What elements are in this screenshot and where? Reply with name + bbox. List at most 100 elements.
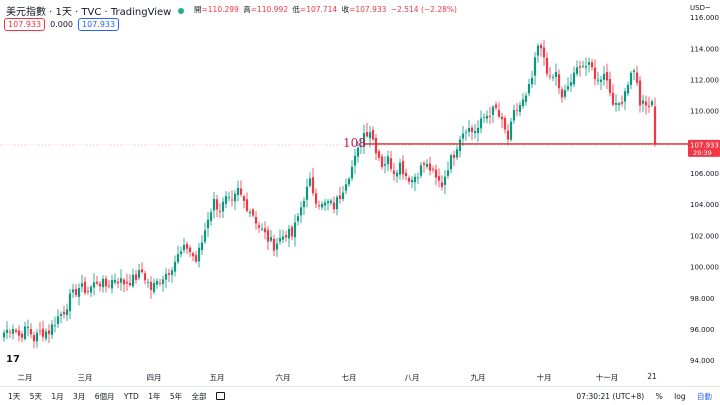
candle-body	[521, 99, 525, 107]
candle-body	[197, 247, 201, 262]
clock-time[interactable]: 07:30:21 (UTC+8)	[576, 392, 645, 401]
candle-body	[5, 329, 9, 334]
candle-body	[296, 216, 300, 222]
candle-body	[479, 118, 483, 129]
candle-body	[215, 199, 219, 210]
candle-body	[461, 133, 465, 139]
symbol-title-row[interactable]: 美元指數 · 1天 · TVC · TradingView	[6, 3, 184, 18]
sell-price-chip[interactable]: 107.933	[4, 18, 46, 31]
tradingview-logo[interactable]: 17	[6, 354, 20, 365]
x-tick-label: 三月	[77, 373, 93, 382]
x-tick-label: 四月	[146, 373, 162, 382]
candle-body	[542, 47, 546, 58]
candle-body	[230, 199, 234, 201]
range-3m-button[interactable]: 3月	[73, 392, 86, 401]
candle-body	[44, 331, 48, 339]
candle-body	[200, 242, 204, 251]
time-axis[interactable]: 二月 三月 四月 五月 六月 七月 八月 九月 十月 十一月 21	[0, 370, 688, 384]
candle-body	[440, 182, 444, 187]
low-value: =107.714	[299, 5, 338, 14]
currency-selector[interactable]: USD~	[690, 4, 711, 12]
candle-body	[572, 72, 576, 85]
range-buttons: 1天 5天 1月 3月 6個月 YTD 1年 5年 全部	[8, 391, 232, 402]
x-tick-label: 二月	[17, 373, 33, 382]
candle-body	[107, 285, 111, 287]
x-tick-label: 五月	[209, 373, 225, 382]
candle-body	[227, 197, 231, 199]
candle-body	[509, 121, 513, 140]
candle-body	[116, 281, 120, 284]
candle-body	[77, 287, 81, 297]
range-6m-button[interactable]: 6個月	[94, 392, 115, 401]
candle-body	[386, 156, 390, 165]
low-label: 低	[292, 5, 300, 14]
y-tick-label: 110.000	[690, 108, 719, 116]
candle-body	[170, 270, 174, 275]
candle-body	[365, 132, 369, 137]
candle-body	[356, 147, 360, 157]
candle-body	[467, 127, 471, 132]
candle-body	[287, 228, 291, 239]
candle-body	[500, 116, 504, 120]
y-tick-label: 116.000	[690, 14, 719, 22]
candle-body	[449, 155, 453, 170]
candle-body	[188, 247, 192, 253]
bottom-toolbar: 1天 5天 1月 3月 6個月 YTD 1年 5年 全部 07:30:21 (U…	[0, 386, 720, 405]
candle-body	[305, 186, 309, 200]
range-5y-button[interactable]: 5年	[169, 392, 183, 401]
range-1d-button[interactable]: 1天	[8, 392, 21, 401]
candle-body	[446, 170, 450, 176]
calendar-icon[interactable]	[215, 392, 225, 400]
candle-body	[131, 274, 135, 287]
auto-scale-toggle[interactable]: 自動	[697, 392, 712, 401]
range-1y-button[interactable]: 1年	[148, 392, 161, 401]
candle-body	[263, 228, 267, 233]
y-tick-label: 102.000	[690, 232, 719, 240]
candle-body	[71, 289, 75, 293]
range-1m-button[interactable]: 1月	[51, 392, 64, 401]
candle-body	[104, 278, 108, 287]
range-ytd-button[interactable]: YTD	[123, 392, 139, 401]
ohlc-legend: 開=110.299 高=110.992 低=107.714 收=107.933 …	[194, 4, 459, 15]
candle-body	[161, 279, 165, 284]
candle-body	[284, 235, 288, 238]
candle-body	[434, 169, 438, 178]
candle-body	[407, 177, 411, 182]
candle-body	[602, 73, 606, 80]
candle-body	[614, 103, 618, 105]
symbol-title[interactable]: 美元指數 · 1天 · TVC · TradingView	[6, 7, 172, 18]
chart-settings: 07:30:21 (UTC+8) % log 自動	[567, 391, 712, 402]
candle-body	[191, 253, 195, 257]
candle-body	[563, 90, 567, 97]
range-all-button[interactable]: 全部	[191, 392, 207, 401]
candle-body	[557, 74, 561, 89]
candle-body	[518, 104, 522, 112]
candle-body	[527, 84, 531, 94]
price-chart[interactable]: 108	[0, 0, 688, 370]
range-5d-button[interactable]: 5天	[29, 392, 42, 401]
candle-body	[260, 228, 264, 230]
candle-body	[383, 164, 387, 166]
candle-body	[401, 160, 405, 175]
countdown-label: 29:39	[693, 149, 712, 157]
buy-price-chip[interactable]: 107.933	[78, 18, 120, 31]
candle-body	[317, 205, 321, 207]
candle-body	[257, 225, 261, 228]
candle-body	[293, 222, 297, 238]
log-toggle[interactable]: log	[674, 392, 686, 401]
candle-body	[578, 66, 582, 68]
candle-body	[395, 172, 399, 177]
candle-body	[134, 274, 138, 280]
candle-body	[11, 329, 15, 334]
price-axis[interactable]: 94.000 96.000 98.000 100.000 102.000 104.000 1…	[688, 0, 720, 370]
candle-body	[533, 57, 537, 76]
candle-body	[443, 176, 447, 185]
candle-body	[41, 328, 45, 337]
candle-body	[629, 72, 633, 85]
percent-toggle[interactable]: %	[655, 392, 663, 401]
candle-body	[80, 283, 84, 287]
candle-body	[530, 77, 534, 85]
high-label: 高	[243, 5, 251, 14]
candle-body	[626, 84, 630, 94]
candle-body	[125, 281, 129, 284]
